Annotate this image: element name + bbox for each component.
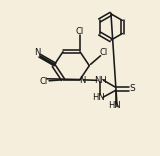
Text: S: S: [129, 84, 135, 93]
Text: Cl: Cl: [100, 49, 108, 57]
Text: HN: HN: [92, 93, 105, 102]
Text: Cl: Cl: [40, 77, 48, 86]
Text: N: N: [79, 76, 85, 85]
Text: NH: NH: [94, 76, 106, 85]
Text: N: N: [34, 49, 40, 57]
Text: HN: HN: [108, 101, 120, 110]
Text: Cl: Cl: [76, 27, 84, 36]
